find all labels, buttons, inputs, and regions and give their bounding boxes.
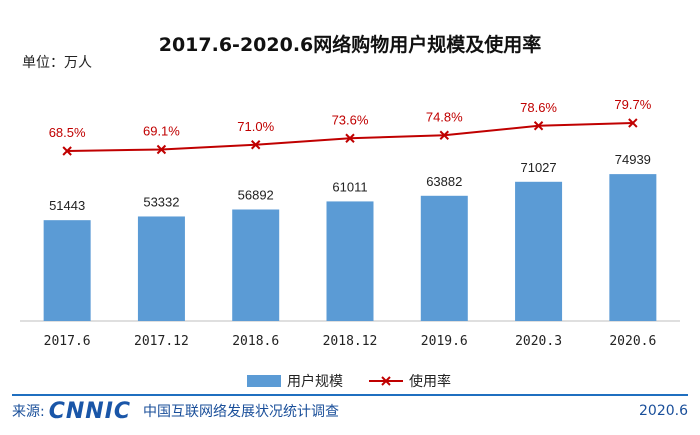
legend-line-label: 使用率 [409, 371, 451, 391]
bar-value-label-1: 53332 [143, 194, 179, 209]
bar-6 [609, 174, 656, 321]
bar-value-label-0: 51443 [49, 198, 85, 213]
bar-4 [421, 196, 468, 321]
x-tick-label-3: 2018.12 [323, 334, 378, 349]
legend-line-swatch [369, 374, 403, 388]
rate-value-label-6: 79.7% [614, 97, 651, 112]
footer-divider [12, 394, 688, 396]
bar-value-label-4: 63882 [426, 174, 462, 189]
rate-value-label-4: 74.8% [426, 109, 463, 124]
bar-value-label-5: 71027 [520, 160, 556, 175]
x-tick-label-2: 2018.6 [232, 334, 279, 349]
rate-value-label-3: 73.6% [332, 112, 369, 127]
bar-value-label-6: 74939 [615, 152, 651, 167]
rate-value-label-0: 68.5% [49, 125, 86, 140]
bar-value-label-2: 56892 [238, 187, 274, 202]
bar-value-label-3: 61011 [332, 179, 367, 194]
x-tick-label-5: 2020.3 [515, 334, 562, 349]
x-tick-label-6: 2020.6 [609, 334, 656, 349]
rate-value-label-1: 69.1% [143, 124, 180, 139]
bar-1 [138, 216, 185, 321]
x-tick-label-1: 2017.12 [134, 334, 189, 349]
source-date: 2020.6 [639, 403, 688, 419]
bar-0 [44, 220, 91, 321]
legend-item-users: 用户规模 [247, 371, 343, 391]
legend-bar-label: 用户规模 [287, 371, 343, 391]
source-org: 中国互联网络发展状况统计调查 [143, 401, 339, 421]
source-label: 来源: [12, 401, 45, 421]
chart-legend: 用户规模 使用率 [247, 371, 477, 391]
rate-value-label-5: 78.6% [520, 100, 557, 115]
bar-2 [232, 209, 279, 321]
legend-item-rate: 使用率 [369, 371, 451, 391]
cnnic-logo: CNNIC [49, 399, 131, 424]
legend-bar-swatch [247, 375, 281, 387]
bar-3 [327, 201, 374, 321]
bar-5 [515, 182, 562, 321]
rate-value-label-2: 71.0% [237, 119, 274, 134]
chart-plot: 51443 2017.6 53332 2017.12 56892 2018.6 61011 2… [0, 0, 700, 370]
x-tick-label-0: 2017.6 [44, 334, 91, 349]
x-tick-label-4: 2019.6 [421, 334, 468, 349]
footer: 来源: CNNIC 中国互联网络发展状况统计调查 2020.6 [12, 398, 688, 424]
